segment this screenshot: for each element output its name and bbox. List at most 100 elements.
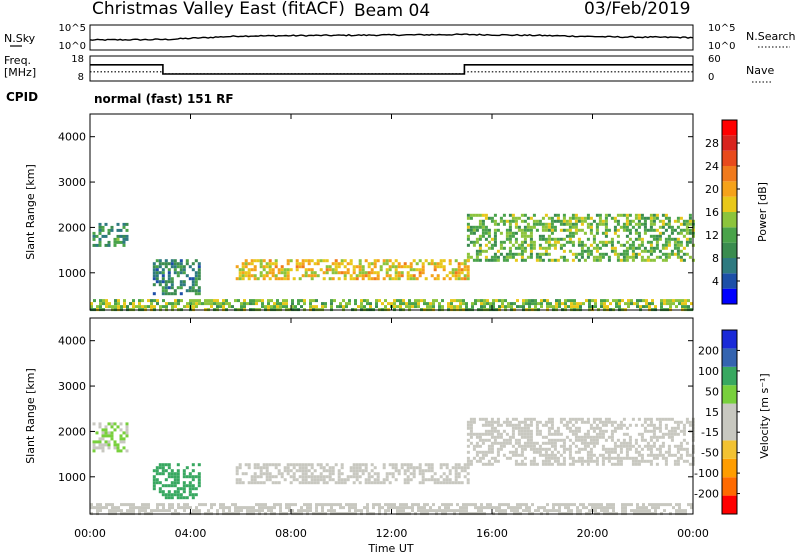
vel-cells-cell — [676, 456, 680, 460]
power-cells-cell — [681, 305, 684, 309]
power-cells-cell — [489, 305, 492, 309]
power-cells-cell — [544, 228, 548, 232]
vel-cells-cell — [559, 420, 563, 424]
power-cells-cell — [622, 222, 626, 226]
power-cells-cell — [571, 258, 575, 262]
vel-cells-cell — [261, 509, 264, 513]
vel-cells-cell — [456, 503, 459, 507]
power-cells-cell — [436, 262, 440, 266]
power-cells-cell — [490, 216, 494, 220]
power-cells-cell — [243, 305, 246, 309]
vel-cells-cell — [201, 503, 204, 507]
vel-cells-cell — [547, 420, 551, 424]
vel-cells-cell — [176, 469, 180, 473]
power-cells-cell — [532, 213, 536, 217]
vel-cells-cell — [655, 417, 659, 421]
power-cells-cell — [670, 228, 674, 232]
vel-cells-cell — [580, 447, 584, 451]
vel-cells-cell — [292, 466, 296, 470]
power-cells-cell — [412, 274, 416, 278]
power-cells-cell — [152, 274, 156, 278]
power-cells-cell — [417, 299, 420, 303]
power-cells-cell — [688, 228, 692, 232]
power-cells-cell — [637, 252, 641, 256]
power-cells-cell — [101, 225, 105, 229]
vel-cells-cell — [648, 503, 651, 507]
vel-cells-cell — [191, 484, 195, 488]
vel-cells-cell — [496, 441, 500, 445]
power-cells-cell — [688, 213, 692, 217]
power-cells-cell — [373, 277, 377, 281]
vel-cells-cell — [574, 444, 578, 448]
vel-cells-cell — [621, 506, 624, 510]
vel-cells-cell — [541, 462, 545, 466]
power-cells-cell — [616, 255, 620, 259]
power-cells-cell — [433, 265, 437, 269]
power-cells-cell — [460, 271, 464, 275]
power-cells-cell — [685, 219, 689, 223]
power-cells-cell — [504, 299, 507, 303]
vel-cells-cell — [417, 503, 420, 507]
power-cells-cell — [604, 222, 608, 226]
vel-cells-cell — [93, 506, 96, 510]
vel-cells-cell — [459, 506, 462, 510]
vel-cells-cell — [529, 435, 533, 439]
vel-cells-cell — [372, 503, 375, 507]
power-cells-cell — [556, 258, 560, 262]
vel-cells-cell — [358, 466, 362, 470]
vel-cells-cell — [174, 509, 177, 513]
power-cells-cell — [673, 237, 677, 241]
vel-cells-cell — [176, 493, 180, 497]
vel-cells-cell — [516, 506, 519, 510]
power-cells-cell — [238, 277, 242, 281]
vel-cells-cell — [634, 462, 638, 466]
power-cells-cell — [403, 265, 407, 269]
vel-cells-cell — [364, 469, 368, 473]
vel-cells-cell — [325, 469, 329, 473]
nave-tick-top: 60 — [708, 54, 721, 65]
power-cells-cell — [586, 252, 590, 256]
vel-cells-cell — [432, 509, 435, 513]
power-cells-cell — [574, 213, 578, 217]
power-cells-cell — [152, 277, 156, 281]
vel-cells-cell — [119, 449, 123, 453]
vel-cells-cell — [429, 506, 432, 510]
vel-cells-cell — [246, 506, 249, 510]
vel-cells-cell — [562, 441, 566, 445]
vel-cells-cell — [444, 509, 447, 513]
power-cells-cell — [615, 305, 618, 309]
vel-cells-cell — [234, 503, 237, 507]
vel-cells-cell — [304, 481, 308, 485]
power-cells-cell — [517, 243, 521, 247]
power-cells-cell — [570, 299, 573, 303]
vel-cells-cell — [300, 509, 303, 513]
power-cells-cell — [285, 299, 288, 303]
vel-cells-cell — [523, 444, 527, 448]
vel-cells-cell — [264, 506, 267, 510]
vel-cells-cell — [244, 463, 248, 467]
vel-cells-cell — [544, 441, 548, 445]
power-cells-cell — [577, 252, 581, 256]
power-cells-cell — [405, 302, 408, 306]
power-cells-cell — [394, 274, 398, 278]
power-cells-cell — [619, 252, 623, 256]
vel-cells-cell — [595, 438, 599, 442]
power-cells-cell — [349, 277, 353, 281]
vel-cells-cell — [673, 432, 677, 436]
power-cells-cell — [132, 299, 135, 303]
power-cells-cell — [256, 277, 260, 281]
vel-cells-cell — [559, 432, 563, 436]
vel-cells-cell — [690, 506, 693, 510]
power-cells-cell — [634, 246, 638, 250]
power-cells-cell — [297, 302, 300, 306]
vel-cells-cell — [158, 481, 162, 485]
vel-cells-cell — [520, 420, 524, 424]
power-cells-cell — [459, 302, 462, 306]
power-cells-cell — [493, 252, 497, 256]
vel-cells-cell — [445, 466, 449, 470]
vel-cells-cell — [421, 472, 425, 476]
vel-cells-cell — [391, 472, 395, 476]
vel-cells-cell — [637, 417, 641, 421]
vel-cells-cell — [379, 481, 383, 485]
vel-cells-cell — [261, 506, 264, 510]
